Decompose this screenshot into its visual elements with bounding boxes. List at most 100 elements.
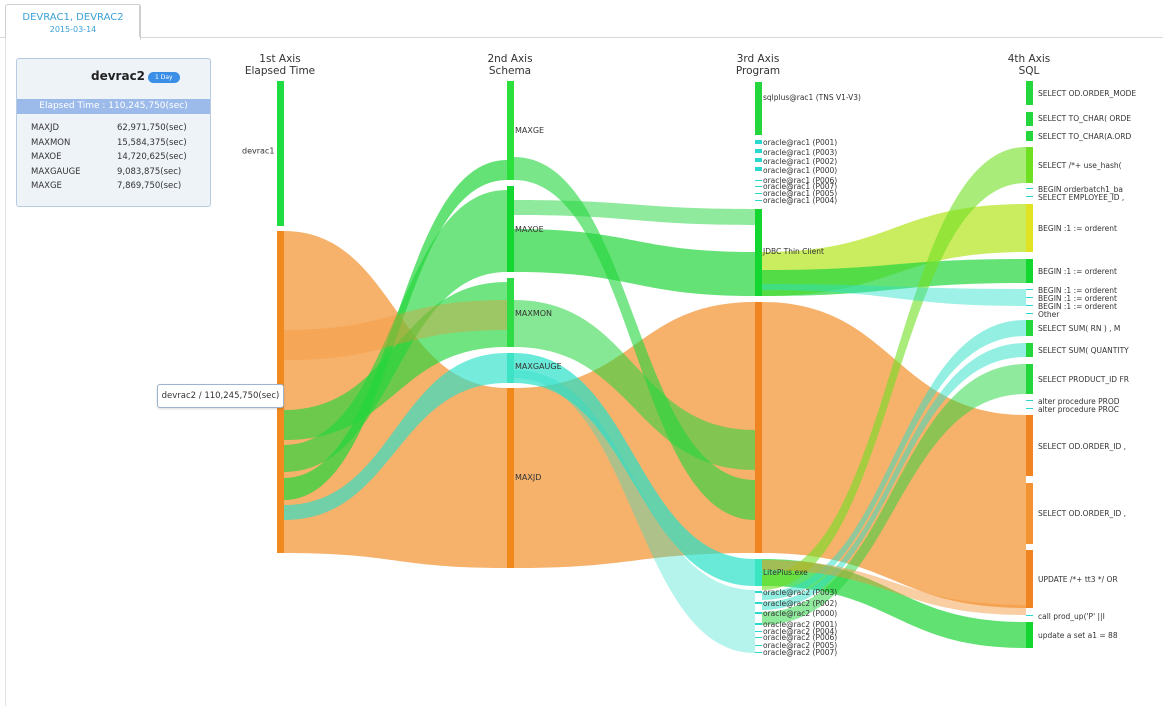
sankey-link[interactable] — [284, 300, 507, 360]
axis4-node[interactable] — [1026, 364, 1033, 394]
axis3-node[interactable] — [755, 645, 762, 646]
axis4-node[interactable] — [1026, 147, 1033, 183]
axis4-node[interactable] — [1026, 320, 1033, 336]
axis3-node[interactable] — [755, 591, 762, 593]
axis2-node[interactable] — [507, 278, 514, 347]
axis4-node-label: BEGIN :1 := orderent — [1038, 267, 1117, 276]
axis3-node[interactable] — [755, 180, 762, 181]
axis4-node[interactable] — [1026, 112, 1033, 126]
axis-title: 3rd Axis — [737, 53, 780, 65]
sankey-link[interactable] — [762, 147, 1026, 590]
axis3-node[interactable] — [755, 82, 762, 135]
sankey-link[interactable] — [514, 200, 755, 225]
sankey-link[interactable] — [514, 370, 755, 653]
axis4-node[interactable] — [1026, 289, 1033, 290]
axis2-node[interactable] — [507, 186, 514, 272]
axis2-node-label: MAXJD — [515, 473, 541, 482]
schema-label: MAXMON — [31, 137, 71, 148]
axis4-node[interactable] — [1026, 204, 1033, 252]
axis3-node[interactable] — [755, 209, 762, 296]
axis4-node[interactable] — [1026, 483, 1033, 544]
axis4-node-label: BEGIN orderbatch1_ba — [1038, 185, 1123, 194]
axis4-node[interactable] — [1026, 259, 1033, 283]
axis3-node-label: oracle@rac2 (P002) — [763, 599, 837, 608]
axis1-node-label: devrac1 — [242, 147, 274, 156]
axis4-node[interactable] — [1026, 81, 1033, 105]
period-badge[interactable]: 1 Day — [148, 72, 180, 83]
axis4-node-label: SELECT /*+ use_hash( — [1038, 161, 1122, 170]
axis3-node[interactable] — [755, 158, 762, 162]
sankey-link[interactable] — [762, 320, 1026, 600]
schema-value: 15,584,375(sec) — [117, 137, 187, 148]
axis4-node[interactable] — [1026, 408, 1033, 409]
axis3-node-label: oracle@rac2 (P007) — [763, 648, 837, 657]
axis2-node[interactable] — [507, 353, 514, 383]
schema-row: MAXOE 14,720,625(sec) — [31, 152, 201, 167]
axis3-node[interactable] — [755, 623, 762, 625]
tab-devrac[interactable]: DEVRAC1, DEVRAC2 2015-03-14 — [5, 4, 141, 40]
axis4-node[interactable] — [1026, 131, 1033, 141]
axis3-node-label: oracle@rac2 (P004) — [763, 627, 837, 636]
panel-border — [5, 38, 6, 706]
sankey-link[interactable] — [762, 284, 1026, 306]
axis4-node[interactable] — [1026, 550, 1033, 608]
axis4-node[interactable] — [1026, 400, 1033, 401]
axis4-node-label: BEGIN :1 := orderent — [1038, 302, 1117, 311]
sankey-labels: devrac1 MAXGE MAXOE MAXMON MAXGAUGE MAXJD sqlp… — [242, 89, 1136, 657]
axis3-node[interactable] — [755, 612, 762, 614]
schema-row: MAXMON 15,584,375(sec) — [31, 138, 201, 153]
axis3-node[interactable] — [755, 167, 762, 171]
axis3-node[interactable] — [755, 631, 762, 632]
axis3-node[interactable] — [755, 302, 762, 553]
axis3-node[interactable] — [755, 602, 762, 604]
axis3-node[interactable] — [755, 559, 762, 586]
axis-subtitle: SQL — [1019, 65, 1040, 77]
schema-value: 7,869,750(sec) — [117, 181, 182, 191]
axis3-node[interactable] — [755, 193, 762, 194]
sankey-link[interactable] — [514, 302, 755, 568]
sankey-link[interactable] — [762, 560, 1026, 615]
axis3-node[interactable] — [755, 637, 762, 638]
axis3-node[interactable] — [755, 149, 762, 153]
axis4-node-label: update a set a1 = 88 — [1038, 631, 1118, 640]
axis4-node-label: SELECT PRODUCT_ID FR — [1038, 375, 1129, 384]
tab-divider — [139, 4, 140, 37]
axis4-node[interactable] — [1026, 297, 1033, 298]
axis4-node[interactable] — [1026, 196, 1033, 197]
axis3-node[interactable] — [755, 140, 762, 144]
sankey-link[interactable] — [514, 229, 755, 296]
axis3-node[interactable] — [755, 186, 762, 187]
sankey-link[interactable] — [284, 353, 507, 520]
sankey-link[interactable] — [514, 157, 755, 520]
axis1-node[interactable] — [277, 81, 284, 226]
axis4-node[interactable] — [1026, 415, 1033, 476]
axis3-node[interactable] — [755, 200, 762, 201]
axis-title: 1st Axis — [259, 53, 300, 65]
axis3-node-label: oracle@rac1 (P006) — [763, 176, 837, 185]
axis2-node[interactable] — [507, 81, 514, 180]
axis4-node[interactable] — [1026, 313, 1033, 314]
sankey-link[interactable] — [762, 364, 1026, 625]
sankey-link[interactable] — [762, 259, 1026, 296]
axis4-node[interactable] — [1026, 622, 1033, 648]
axis4-node[interactable] — [1026, 615, 1033, 616]
schema-list: MAXJD 62,971,750(sec) MAXMON 15,584,375(se… — [31, 123, 201, 196]
axis4-node[interactable] — [1026, 188, 1033, 189]
sankey-link[interactable] — [514, 353, 755, 586]
axis4-node-label: Other — [1038, 310, 1060, 319]
axis2-node[interactable] — [507, 388, 514, 568]
sankey-link[interactable] — [514, 300, 755, 470]
tab-title: DEVRAC1, DEVRAC2 — [22, 12, 124, 23]
axis3-node[interactable] — [755, 652, 762, 653]
sankey-link[interactable] — [284, 160, 507, 500]
axis3-node-label: oracle@rac2 (P000) — [763, 609, 837, 618]
axis4-node[interactable] — [1026, 305, 1033, 306]
axis4-node-label: SELECT TO_CHAR(A.ORD — [1038, 132, 1131, 141]
axis4-node[interactable] — [1026, 343, 1033, 357]
sankey-link[interactable] — [762, 343, 1026, 610]
instance-name: devrac2 — [91, 69, 146, 83]
sankey-link[interactable] — [284, 231, 507, 568]
